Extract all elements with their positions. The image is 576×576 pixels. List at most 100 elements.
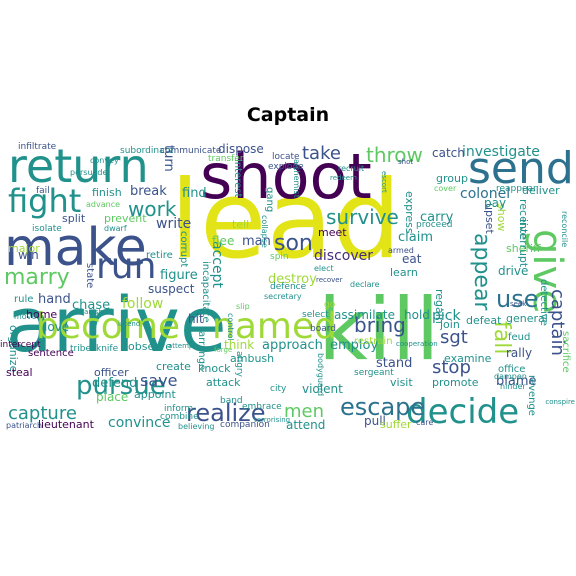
word-dampen: dampen: [494, 372, 527, 381]
word-drive: drive: [498, 264, 529, 278]
word-transfer: transfer: [208, 154, 244, 164]
word-pick: pick: [432, 308, 461, 324]
word-meet: meet: [318, 226, 347, 239]
word-persuade: persuade: [70, 168, 108, 177]
word-knife: knife: [96, 344, 119, 354]
word-express: express: [403, 191, 416, 234]
word-sgt: sgt: [440, 327, 468, 348]
word-arrange: arrange: [196, 331, 207, 371]
word-believing: believing: [178, 422, 215, 431]
word-slip: slip: [236, 302, 250, 311]
word-deliver: deliver: [522, 184, 560, 197]
word-gang: gang: [264, 187, 275, 213]
word-forge: forge: [214, 346, 233, 354]
word-office: office: [498, 364, 526, 375]
word-knock: knock: [198, 362, 231, 375]
word-communicate: communicate: [160, 146, 222, 156]
word-pull: pull: [364, 414, 386, 428]
word-violent: violent: [302, 382, 343, 396]
word-split: split: [62, 212, 86, 225]
word-detective: detective: [538, 279, 549, 326]
word-defend: defend: [92, 376, 138, 391]
word-elect: elect: [314, 264, 334, 273]
word-bodyguard: bodyguard: [316, 353, 325, 397]
word-capture: capture: [8, 403, 77, 424]
word-stand: stand: [376, 356, 413, 371]
word-attend: attend: [286, 418, 326, 431]
word-alchemist: alchemist: [292, 159, 301, 198]
word-appear: appear: [469, 233, 494, 311]
word-create: create: [156, 360, 191, 373]
word-embrace: embrace: [242, 402, 282, 412]
word-convey: convey: [90, 156, 119, 165]
word-incapacitate: incapacitate: [200, 261, 211, 323]
word-suspect: suspect: [148, 282, 195, 296]
word-follow: follow: [122, 296, 164, 312]
word-care: care: [416, 418, 434, 427]
word-cooperation: cooperation: [396, 340, 438, 348]
word-bring: bring: [354, 313, 406, 337]
word-think: think: [224, 338, 255, 352]
word-hit: hit: [188, 312, 204, 326]
word-attack: attack: [206, 376, 241, 389]
word-reappear: reappear: [496, 184, 537, 194]
word-lieutenant: lieutenant: [38, 418, 94, 431]
word-companion: companion: [220, 420, 270, 430]
word-revenge: revenge: [526, 375, 537, 416]
word-dispose: dispose: [218, 142, 264, 156]
word-cover: cover: [434, 184, 457, 193]
word-advance: advance: [86, 200, 121, 209]
word-restrain: restrain: [354, 336, 393, 347]
word-prevent: prevent: [104, 212, 147, 225]
word-infiltrate: infiltrate: [18, 142, 57, 152]
word-intend: intend: [118, 320, 141, 328]
word-throw: throw: [366, 143, 423, 167]
word-escape: escape: [340, 393, 426, 421]
word-break: break: [130, 184, 167, 199]
word-man: man: [242, 234, 271, 249]
word-angry: angry: [234, 351, 244, 377]
word-sentence: sentence: [28, 348, 74, 359]
word-use: use: [496, 285, 539, 313]
word-go: go: [324, 300, 336, 310]
word-take: take: [302, 143, 341, 164]
word-tribe: tribe: [70, 344, 91, 354]
word-run: run: [96, 246, 157, 287]
word-sacrifice: sacrifice: [560, 331, 571, 373]
word-secretary: secretary: [264, 292, 302, 301]
word-spin: spin: [270, 252, 289, 262]
word-sergeant: sergeant: [354, 368, 394, 378]
word-control: control: [226, 313, 235, 341]
word-join: join: [440, 318, 460, 331]
word-promote: promote: [432, 376, 479, 389]
word-defence: defence: [270, 282, 307, 292]
word-accept: accept: [209, 241, 225, 288]
word-hinder: hinder: [500, 382, 526, 391]
word-proceed: proceed: [416, 220, 453, 230]
word-shot: shot: [398, 158, 414, 166]
word-regain: regain: [433, 289, 446, 324]
word-collapse: collapse: [260, 215, 269, 248]
word-blame: blame: [496, 374, 537, 389]
word-group: group: [436, 172, 468, 185]
word-decide: decide: [406, 392, 520, 431]
word-men: men: [284, 401, 325, 422]
word-recover: recover: [316, 276, 343, 284]
word-approach: approach: [262, 338, 323, 353]
word-sheriff: sheriff: [506, 242, 541, 255]
word-patriarch: patriarch: [6, 421, 43, 430]
word-tell: tell: [232, 218, 250, 231]
word-redeem: redeem: [330, 174, 357, 182]
word-make: make: [4, 218, 147, 278]
word-catch: catch: [432, 146, 465, 160]
word-named: named: [212, 306, 337, 347]
word-fail: fail: [36, 186, 50, 196]
word-investigate: investigate: [462, 144, 540, 160]
word-place: place: [96, 390, 129, 404]
word-attempt: attempt: [168, 342, 197, 350]
word-move: move: [14, 312, 37, 321]
word-marry: marry: [4, 265, 70, 290]
word-employ: employ: [330, 338, 379, 353]
word-reconcile: reconcile: [560, 211, 569, 248]
word-general: general: [506, 312, 548, 325]
